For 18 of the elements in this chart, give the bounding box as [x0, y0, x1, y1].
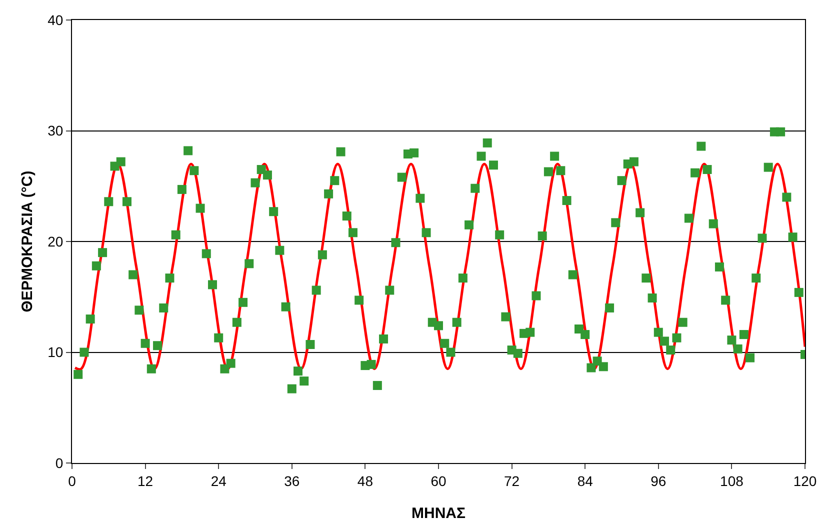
x-tick-label: 108	[720, 472, 744, 489]
x-tick-label: 24	[210, 472, 227, 489]
x-tick-label: 0	[68, 472, 76, 489]
x-tick-label: 12	[138, 472, 154, 489]
x-tick-label: 48	[357, 472, 374, 489]
x-tick-label: 84	[577, 472, 594, 489]
x-tick-label: 96	[650, 472, 666, 489]
x-tick-label: 120	[793, 472, 817, 489]
x-tick-label: 72	[504, 472, 520, 489]
y-axis-title: ΘΕΡΜΟΚΡΑΣΙΑ (°C)	[19, 170, 36, 312]
x-axis-title: ΜΗΝΑΣ	[412, 505, 466, 522]
x-tick-label: 36	[284, 472, 300, 489]
y-tick-label: 40	[48, 12, 64, 28]
y-tick-label: 30	[48, 122, 64, 139]
y-tick-label: 20	[48, 233, 64, 250]
y-tick-label: 10	[48, 344, 64, 360]
y-tick-label: 0	[55, 454, 64, 471]
x-tick-label: 60	[430, 472, 446, 489]
